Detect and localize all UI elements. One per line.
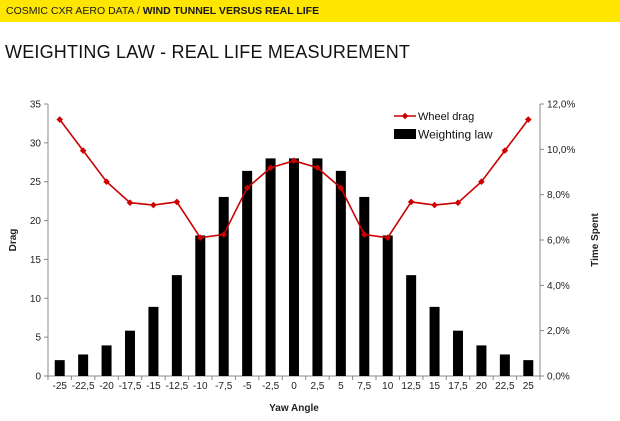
left-tick-label: 15	[30, 255, 42, 266]
legend-wheel-drag-marker	[401, 112, 409, 120]
right-axis-title: Time Spent	[590, 212, 601, 266]
wheel-drag-point	[314, 164, 321, 172]
page-title: WEIGHTING LAW - REAL LIFE MEASUREMENT	[5, 42, 411, 62]
bar	[312, 158, 323, 376]
x-tick-label: -12,5	[165, 381, 188, 392]
bar	[453, 330, 463, 376]
bar	[101, 345, 112, 376]
wheel-drag-point	[290, 157, 298, 165]
x-tick-label: -22,5	[72, 381, 95, 392]
wheel-drag-point	[524, 116, 532, 123]
left-axis-title: Drag	[8, 229, 19, 252]
wheel-drag-point	[196, 234, 204, 241]
bar	[195, 235, 206, 376]
bar	[171, 275, 182, 376]
x-tick-label: 25	[523, 381, 535, 392]
x-tick-label: -20	[99, 381, 114, 392]
wheel-drag-point	[267, 164, 274, 172]
left-tick-label: 20	[30, 216, 42, 227]
left-tick-label: 10	[30, 294, 42, 305]
bar	[359, 196, 370, 376]
legend-wheel-drag-label: Wheel drag	[418, 111, 474, 123]
right-tick-label: 0,0%	[547, 372, 570, 383]
x-tick-label: 17,5	[448, 381, 468, 392]
wheel-drag-point	[243, 184, 251, 192]
x-tick-label: 7,5	[357, 381, 371, 392]
x-tick-label: 15	[429, 381, 441, 392]
x-tick-label: 20	[476, 381, 488, 392]
x-tick-label: 2,5	[310, 381, 324, 392]
legend-weighting-law-label: Weighting law	[418, 128, 493, 142]
x-tick-label: 5	[338, 381, 344, 392]
left-tick-label: 35	[30, 100, 42, 111]
x-tick-label: -17,5	[119, 381, 142, 392]
banner-text: COSMIC CXR AERO DATA / WIND TUNNEL VERSU…	[6, 5, 319, 17]
left-tick-label: 25	[30, 177, 42, 188]
x-tick-label: 22,5	[495, 381, 515, 392]
right-tick-label: 10,0%	[547, 145, 575, 156]
bar	[125, 330, 135, 376]
left-tick-label: 30	[30, 138, 42, 149]
banner-prefix: COSMIC CXR AERO DATA /	[6, 5, 143, 17]
left-tick-label: 5	[35, 333, 41, 344]
right-tick-label: 6,0%	[547, 236, 570, 247]
bar	[382, 235, 393, 376]
bar	[148, 306, 159, 376]
wheel-drag-point	[220, 231, 228, 238]
left-tick-label: 0	[35, 372, 41, 383]
right-tick-label: 4,0%	[547, 281, 570, 292]
x-tick-label: -5	[243, 381, 252, 392]
bar	[476, 345, 487, 376]
wheel-drag-point	[79, 147, 87, 154]
bar	[218, 196, 229, 376]
wheel-drag-point	[407, 198, 415, 206]
bar	[265, 158, 276, 376]
x-tick-label: -25	[52, 381, 67, 392]
bar	[429, 306, 440, 376]
x-tick-label: -15	[146, 381, 161, 392]
wheel-drag-point	[478, 178, 485, 186]
wheel-drag-point	[103, 178, 110, 186]
bar	[289, 158, 299, 376]
wheel-drag-point	[150, 201, 157, 209]
wheel-drag-point	[360, 231, 368, 238]
x-tick-label: 10	[382, 381, 394, 392]
bar	[499, 354, 510, 376]
bar	[242, 170, 253, 376]
x-tick-label: 12,5	[401, 381, 421, 392]
bar	[523, 360, 534, 376]
x-tick-label: -7,5	[215, 381, 233, 392]
wheel-drag-point	[56, 116, 64, 123]
right-tick-label: 2,0%	[547, 326, 570, 337]
x-tick-label: -10	[193, 381, 208, 392]
right-tick-label: 12,0%	[547, 100, 575, 111]
right-tick-label: 8,0%	[547, 190, 570, 201]
wheel-drag-point	[173, 198, 181, 206]
header-banner: COSMIC CXR AERO DATA / WIND TUNNEL VERSU…	[0, 0, 620, 22]
wheel-drag-point	[337, 184, 345, 192]
x-axis-title: Yaw Angle	[269, 403, 319, 414]
wheel-drag-point	[384, 234, 392, 241]
wheel-drag-point	[431, 201, 438, 209]
wheel-drag-point	[454, 199, 462, 206]
x-tick-label: -2,5	[262, 381, 280, 392]
bar	[78, 354, 89, 376]
wheel-drag-point	[501, 147, 509, 154]
wheel-drag-point	[126, 199, 134, 206]
banner-emphasis: WIND TUNNEL VERSUS REAL LIFE	[142, 5, 320, 17]
bar	[54, 360, 65, 376]
bar	[335, 170, 346, 376]
bar	[406, 275, 417, 376]
legend-weighting-law-swatch	[394, 129, 416, 139]
x-tick-label: 0	[291, 381, 297, 392]
